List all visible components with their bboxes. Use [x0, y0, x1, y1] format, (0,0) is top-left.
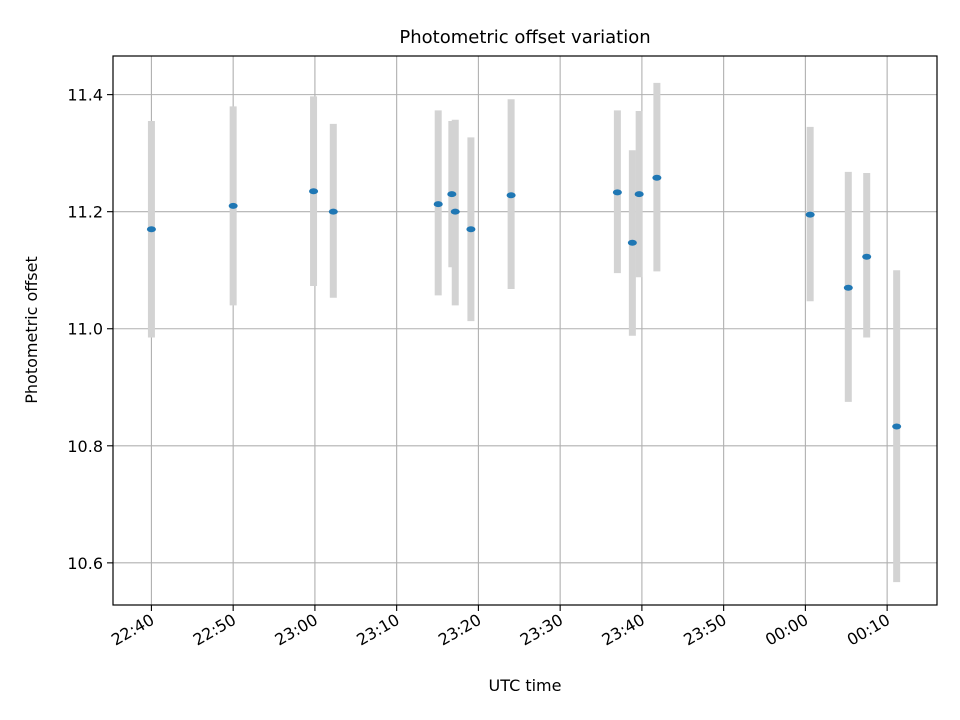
data-point	[433, 201, 443, 208]
grid	[113, 56, 937, 605]
data-point	[612, 189, 622, 196]
data-point	[805, 211, 815, 218]
y-tick-label: 11.4	[67, 86, 103, 105]
data-point	[466, 226, 476, 233]
plot-frame	[112, 55, 938, 606]
data-point	[447, 191, 457, 198]
data-point	[892, 423, 902, 430]
data-point	[328, 208, 338, 215]
y-axis-ticks: 10.6 10.8 11.0 11.2 11.4	[67, 86, 113, 573]
data-point	[146, 226, 156, 233]
data-point	[228, 202, 238, 209]
data-point	[450, 208, 460, 215]
data-point	[506, 192, 516, 199]
plot-area	[113, 56, 937, 605]
data-point	[862, 253, 872, 260]
data-point	[843, 284, 853, 291]
data-point	[634, 191, 644, 198]
data-point	[627, 239, 637, 246]
data-point	[652, 174, 662, 181]
data-points	[146, 174, 902, 430]
x-axis-label: UTC time	[489, 676, 562, 695]
data-point	[309, 188, 319, 195]
y-tick-label: 10.8	[67, 437, 103, 456]
chart-title: Photometric offset variation	[399, 27, 650, 48]
y-tick-label: 11.2	[67, 203, 103, 222]
y-axis-label: Photometric offset	[22, 256, 41, 404]
y-tick-label: 10.6	[67, 554, 103, 573]
y-tick-label: 11.0	[67, 320, 103, 339]
